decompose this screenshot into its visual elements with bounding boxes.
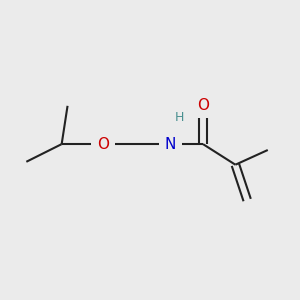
Text: H: H xyxy=(175,111,184,124)
Text: O: O xyxy=(197,98,209,113)
Text: O: O xyxy=(97,136,109,152)
Text: N: N xyxy=(165,136,176,152)
